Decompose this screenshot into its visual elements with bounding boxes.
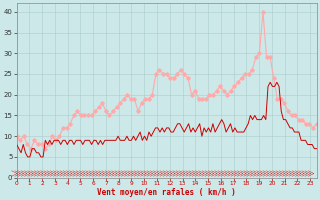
X-axis label: Vent moyen/en rafales ( km/h ): Vent moyen/en rafales ( km/h ): [97, 188, 236, 197]
